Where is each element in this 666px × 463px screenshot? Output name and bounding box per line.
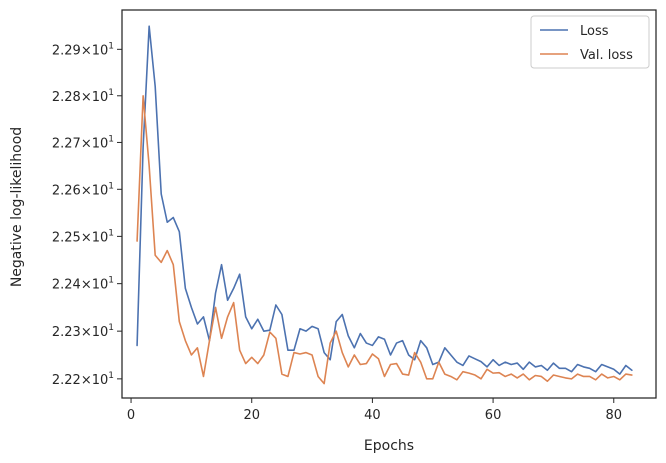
series-line-val-loss — [136, 94, 633, 385]
legend-label-loss: Loss — [580, 24, 609, 39]
x-tick-label: 60 — [485, 408, 502, 423]
y-tick-label: 2.22×101 — [52, 371, 114, 388]
x-axis-title: Epochs — [364, 438, 414, 454]
series-layer — [136, 25, 633, 385]
y-tick-label: 2.29×101 — [52, 41, 114, 58]
legend-box — [530, 15, 650, 69]
plot-frame — [121, 9, 657, 399]
y-axis-title: Negative log-likelihood — [9, 127, 25, 287]
legend-label-val-loss: Val. loss — [580, 48, 633, 63]
y-tick-label: 2.24×101 — [52, 276, 114, 293]
x-tick-label: 0 — [127, 408, 135, 423]
y-axis: 2.22×101 2.23×101 2.24×101 2.25×101 2.26×101… — [52, 41, 122, 388]
y-tick-label: 2.25×101 — [52, 228, 114, 245]
x-tick-label: 80 — [605, 408, 622, 423]
legend: Loss Val. loss — [530, 15, 650, 69]
series-line-loss — [136, 25, 633, 375]
y-tick-label: 2.26×101 — [52, 181, 114, 198]
x-tick-label: 20 — [243, 408, 260, 423]
y-tick-label: 2.27×101 — [52, 134, 114, 151]
y-tick-label: 2.23×101 — [52, 323, 114, 340]
x-tick-label: 40 — [364, 408, 381, 423]
y-tick-label: 2.28×101 — [52, 88, 114, 105]
x-axis: 0 20 40 60 80 — [127, 398, 622, 423]
